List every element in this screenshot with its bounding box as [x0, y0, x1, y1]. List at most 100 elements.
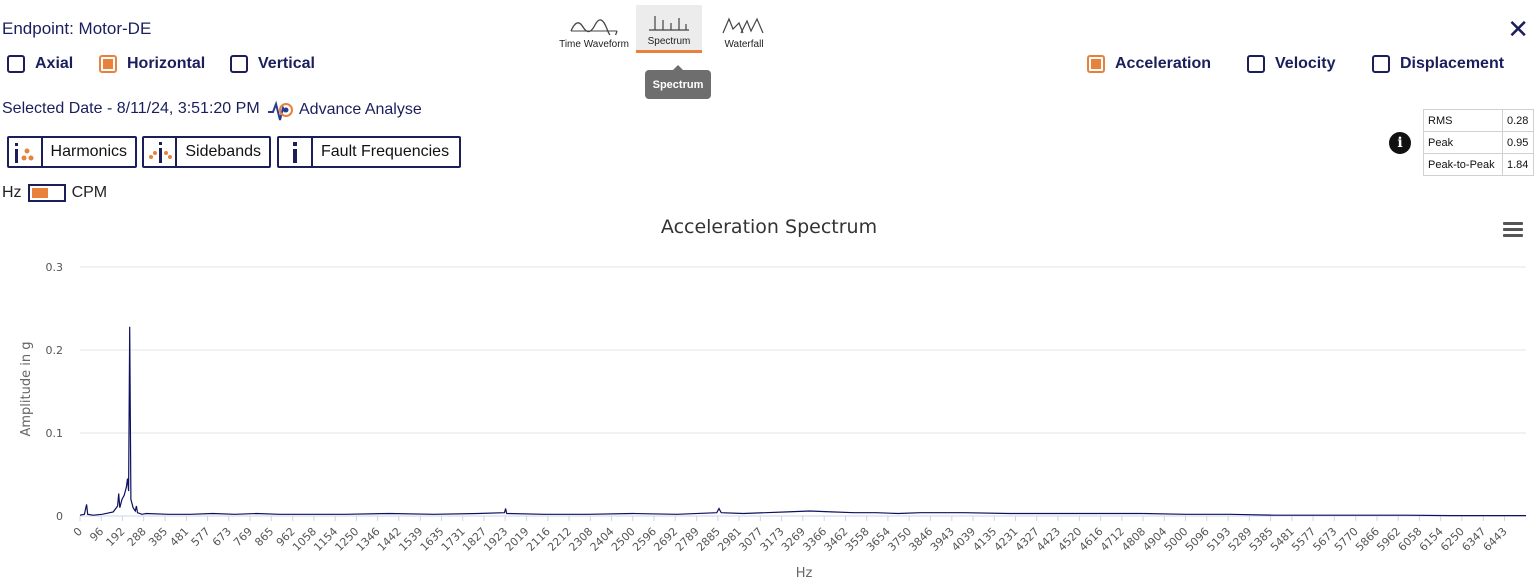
x-tick-label: 1154	[311, 525, 340, 554]
x-tick-label: 3077	[736, 525, 765, 554]
x-axis-label: Hz	[796, 566, 813, 581]
stat-label: RMS	[1423, 109, 1503, 132]
x-tick-label: 3654	[864, 525, 893, 554]
tool-label: Sidebands	[185, 143, 261, 160]
waveform-icon	[570, 19, 618, 35]
view-label: Spectrum	[647, 36, 691, 47]
stats-row: RMS 0.28	[1423, 109, 1534, 132]
harmonics-icon	[9, 138, 43, 166]
info-icon[interactable]: i	[1389, 132, 1411, 154]
x-tick-label: 2789	[673, 525, 702, 554]
x-tick-label: 3750	[885, 525, 914, 554]
unit-hz-label: Hz	[2, 184, 22, 201]
x-tick-label: 6443	[1481, 525, 1510, 554]
y-axis-label: Amplitude in g	[19, 342, 34, 437]
x-tick-label: 5000	[1162, 525, 1191, 554]
advance-analyse-label: Advance Analyse	[299, 101, 422, 118]
x-tick-label: 1058	[290, 525, 319, 554]
x-tick-label: 385	[146, 525, 170, 549]
x-tick-label: 2885	[694, 525, 723, 554]
waterfall-icon	[722, 17, 764, 34]
x-tick-label: 4904	[1140, 525, 1169, 554]
checkbox-box[interactable]	[1247, 55, 1265, 73]
page-title: Endpoint: Motor-DE	[2, 19, 152, 38]
checkbox-box[interactable]	[230, 55, 248, 73]
checkbox-label: Vertical	[258, 55, 315, 72]
stat-label: Peak-to-Peak	[1423, 153, 1503, 176]
y-tick-label: 0.2	[46, 344, 64, 357]
stats-table: RMS 0.28 Peak 0.95 Peak-to-Peak 1.84	[1423, 109, 1534, 176]
view-label: Waterfall	[724, 39, 764, 50]
x-tick-label: 3846	[906, 525, 935, 554]
displacement-checkbox[interactable]: Displacement	[1372, 55, 1504, 73]
unit-switch[interactable]	[27, 184, 66, 202]
harmonics-button[interactable]: Harmonics	[7, 136, 137, 168]
axial-checkbox[interactable]: Axial	[7, 55, 73, 73]
checkbox-label: Acceleration	[1115, 55, 1212, 72]
x-tick-label: 577	[189, 525, 213, 549]
x-tick-label: 96	[87, 525, 106, 544]
x-tick-label: 5770	[1332, 525, 1361, 554]
selected-date: Selected Date - 8/11/24, 3:51:20 PM	[2, 100, 260, 117]
view-spectrum[interactable]: Spectrum	[636, 5, 702, 53]
x-tick-label: 673	[210, 525, 234, 549]
sidebands-button[interactable]: Sidebands	[142, 136, 271, 168]
x-tick-label: 4135	[970, 525, 999, 554]
analyse-icon	[268, 100, 293, 121]
x-tick-label: 3269	[779, 525, 808, 554]
x-tick-label: 3462	[822, 525, 851, 554]
view-selector: Time Waveform Spectrum Waterfall	[556, 5, 782, 53]
x-tick-label: 2116	[524, 525, 553, 554]
x-tick-label: 3366	[800, 525, 829, 554]
x-tick-label: 865	[252, 525, 276, 549]
tool-label: Fault Frequencies	[321, 143, 450, 160]
x-tick-label: 2981	[715, 525, 744, 554]
stat-value: 0.28	[1502, 109, 1534, 132]
x-tick-label: 1250	[333, 525, 362, 554]
checkbox-box[interactable]	[7, 55, 25, 73]
view-waterfall[interactable]: Waterfall	[706, 5, 782, 53]
x-tick-label: 288	[125, 525, 149, 549]
x-tick-label: 2692	[651, 525, 680, 554]
x-tick-label: 769	[231, 525, 255, 549]
y-tick-label: 0.1	[46, 427, 64, 440]
x-tick-label: 3943	[928, 525, 957, 554]
x-tick-label: 2019	[503, 525, 532, 554]
sidebands-icon	[144, 138, 178, 166]
x-tick-label: 6154	[1417, 525, 1446, 554]
acceleration-checkbox[interactable]: Acceleration	[1087, 55, 1211, 73]
x-tick-label: 2308	[566, 525, 595, 554]
x-tick-label: 1731	[439, 525, 468, 554]
x-tick-label: 4808	[1119, 525, 1148, 554]
chart-menu-icon[interactable]	[1503, 222, 1523, 240]
x-tick-label: 2596	[630, 525, 659, 554]
checkbox-box[interactable]	[1087, 55, 1105, 73]
checkbox-label: Axial	[35, 55, 74, 72]
stats-row: Peak-to-Peak 1.84	[1423, 153, 1534, 176]
spectrum-chart: Acceleration Spectrum 00.10.20.3 0 961922…	[19, 216, 1526, 581]
view-time-waveform[interactable]: Time Waveform	[556, 5, 632, 53]
vertical-checkbox[interactable]: Vertical	[230, 55, 315, 73]
velocity-checkbox[interactable]: Velocity	[1247, 55, 1335, 73]
x-tick-label: 4231	[992, 525, 1021, 554]
x-tick-label: 5096	[1183, 525, 1212, 554]
unit-cpm-label: CPM	[71, 184, 108, 201]
x-tick-label: 1827	[460, 525, 489, 554]
x-tick-label: 4039	[949, 525, 978, 554]
horizontal-checkbox[interactable]: Horizontal	[99, 55, 205, 73]
x-tick-label: 0	[71, 525, 85, 539]
x-tick-label: 2212	[545, 525, 574, 554]
fault-frequencies-button[interactable]: Fault Frequencies	[277, 136, 461, 168]
checkbox-box[interactable]	[1372, 55, 1390, 73]
x-tick-label: 2404	[588, 525, 617, 554]
checkbox-box[interactable]	[99, 55, 117, 73]
x-tick-label: 5673	[1310, 525, 1339, 554]
x-tick-label: 2500	[609, 525, 638, 554]
close-icon[interactable]: ✕	[1507, 14, 1529, 44]
x-tick-label: 4616	[1077, 525, 1106, 554]
x-tick-label: 4327	[1013, 525, 1042, 554]
advance-analyse-link[interactable]: Advance Analyse	[267, 98, 422, 122]
view-tooltip: Spectrum	[645, 65, 711, 99]
x-tick-label: 1539	[396, 525, 425, 554]
x-tick-label: 5481	[1268, 525, 1297, 554]
